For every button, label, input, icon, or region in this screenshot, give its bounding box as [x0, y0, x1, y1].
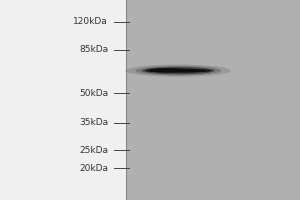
Ellipse shape — [148, 68, 184, 73]
Text: 50kDa: 50kDa — [79, 89, 108, 98]
Bar — [0, 0, 126, 200]
Text: 85kDa: 85kDa — [79, 45, 108, 54]
Ellipse shape — [125, 64, 231, 77]
Text: 120kDa: 120kDa — [73, 17, 108, 26]
Ellipse shape — [171, 69, 201, 72]
Text: 25kDa: 25kDa — [79, 146, 108, 155]
Ellipse shape — [145, 69, 211, 73]
Text: 35kDa: 35kDa — [79, 118, 108, 127]
Ellipse shape — [142, 67, 214, 74]
Ellipse shape — [135, 66, 221, 75]
Bar — [126, 0, 300, 200]
Text: 20kDa: 20kDa — [79, 164, 108, 173]
